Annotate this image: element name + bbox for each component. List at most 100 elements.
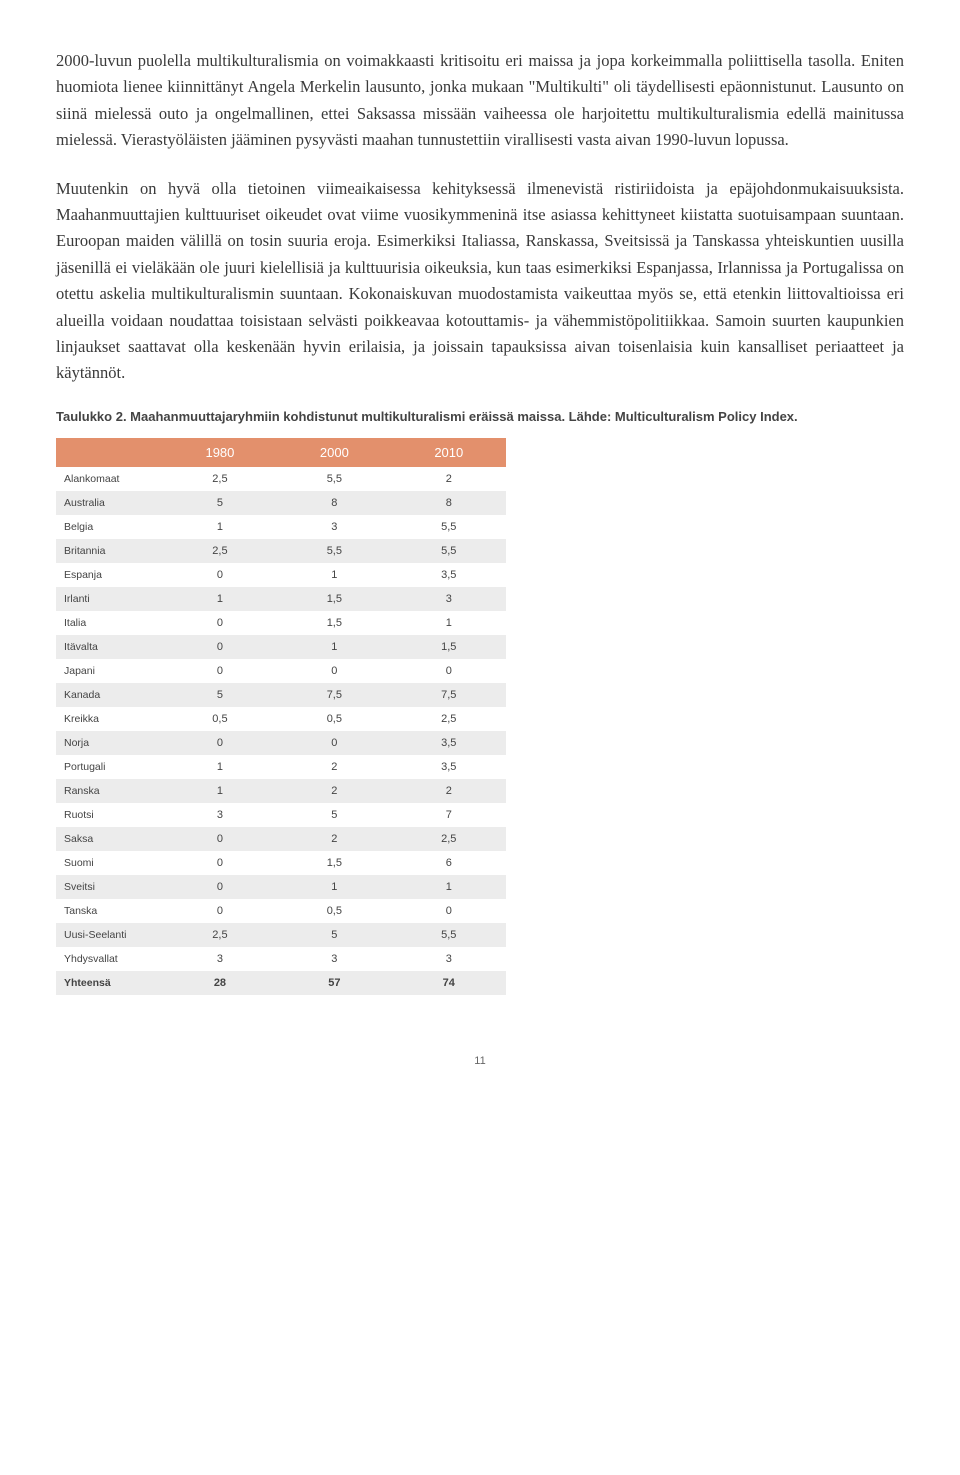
value-cell: 0,5: [277, 707, 391, 731]
total-value-cell: 74: [392, 971, 506, 995]
value-cell: 0: [163, 899, 277, 923]
country-cell: Italia: [56, 611, 163, 635]
table-caption: Taulukko 2. Maahanmuuttajaryhmiin kohdis…: [56, 409, 904, 424]
table-row: Britannia2,55,55,5: [56, 539, 506, 563]
table-header-2010: 2010: [392, 438, 506, 467]
value-cell: 1: [163, 515, 277, 539]
country-cell: Uusi-Seelanti: [56, 923, 163, 947]
value-cell: 1,5: [277, 587, 391, 611]
value-cell: 0: [163, 659, 277, 683]
table-row: Australia588: [56, 491, 506, 515]
country-cell: Ruotsi: [56, 803, 163, 827]
table-row: Kreikka0,50,52,5: [56, 707, 506, 731]
value-cell: 1,5: [277, 611, 391, 635]
value-cell: 1: [277, 635, 391, 659]
value-cell: 0: [277, 731, 391, 755]
page-number: 11: [56, 1055, 904, 1067]
value-cell: 1: [392, 611, 506, 635]
country-cell: Irlanti: [56, 587, 163, 611]
value-cell: 3: [392, 587, 506, 611]
value-cell: 1: [392, 875, 506, 899]
value-cell: 5,5: [277, 467, 391, 491]
value-cell: 5: [163, 683, 277, 707]
value-cell: 0: [163, 827, 277, 851]
value-cell: 3: [277, 947, 391, 971]
value-cell: 0,5: [277, 899, 391, 923]
table-row: Ruotsi357: [56, 803, 506, 827]
value-cell: 2,5: [163, 539, 277, 563]
value-cell: 3,5: [392, 755, 506, 779]
total-value-cell: 28: [163, 971, 277, 995]
value-cell: 3,5: [392, 731, 506, 755]
value-cell: 5: [277, 923, 391, 947]
country-cell: Ranska: [56, 779, 163, 803]
table-row: Alankomaat2,55,52: [56, 467, 506, 491]
value-cell: 5,5: [392, 923, 506, 947]
value-cell: 2: [277, 779, 391, 803]
value-cell: 5: [163, 491, 277, 515]
country-cell: Itävalta: [56, 635, 163, 659]
table-row: Sveitsi011: [56, 875, 506, 899]
table-row: Espanja013,5: [56, 563, 506, 587]
table-header-row: 1980 2000 2010: [56, 438, 506, 467]
table-row: Belgia135,5: [56, 515, 506, 539]
value-cell: 7: [392, 803, 506, 827]
value-cell: 0: [392, 899, 506, 923]
table-row: Itävalta011,5: [56, 635, 506, 659]
table-row: Tanska00,50: [56, 899, 506, 923]
country-cell: Alankomaat: [56, 467, 163, 491]
value-cell: 5,5: [277, 539, 391, 563]
body-paragraph-1: 2000-luvun puolella multikulturalismia o…: [56, 48, 904, 154]
value-cell: 8: [277, 491, 391, 515]
value-cell: 3,5: [392, 563, 506, 587]
value-cell: 0,5: [163, 707, 277, 731]
country-cell: Australia: [56, 491, 163, 515]
multiculturalism-table: 1980 2000 2010 Alankomaat2,55,52Australi…: [56, 438, 506, 995]
value-cell: 2: [277, 827, 391, 851]
value-cell: 2,5: [163, 467, 277, 491]
value-cell: 1: [277, 875, 391, 899]
total-label-cell: Yhteensä: [56, 971, 163, 995]
value-cell: 0: [163, 563, 277, 587]
table-row: Japani000: [56, 659, 506, 683]
value-cell: 1,5: [392, 635, 506, 659]
table-row: Yhdysvallat333: [56, 947, 506, 971]
country-cell: Sveitsi: [56, 875, 163, 899]
value-cell: 5: [277, 803, 391, 827]
country-cell: Suomi: [56, 851, 163, 875]
value-cell: 1: [163, 755, 277, 779]
value-cell: 2: [392, 467, 506, 491]
value-cell: 5,5: [392, 515, 506, 539]
country-cell: Tanska: [56, 899, 163, 923]
table-header-empty: [56, 438, 163, 467]
table-header-2000: 2000: [277, 438, 391, 467]
value-cell: 8: [392, 491, 506, 515]
table-row: Uusi-Seelanti2,555,5: [56, 923, 506, 947]
country-cell: Portugali: [56, 755, 163, 779]
value-cell: 3: [392, 947, 506, 971]
table-row: Italia01,51: [56, 611, 506, 635]
table-row: Norja003,5: [56, 731, 506, 755]
value-cell: 1: [163, 587, 277, 611]
table-row: Suomi01,56: [56, 851, 506, 875]
country-cell: Saksa: [56, 827, 163, 851]
value-cell: 2,5: [392, 827, 506, 851]
table-row: Portugali123,5: [56, 755, 506, 779]
country-cell: Japani: [56, 659, 163, 683]
value-cell: 2: [277, 755, 391, 779]
value-cell: 2: [392, 779, 506, 803]
value-cell: 7,5: [392, 683, 506, 707]
country-cell: Britannia: [56, 539, 163, 563]
country-cell: Espanja: [56, 563, 163, 587]
value-cell: 0: [163, 851, 277, 875]
value-cell: 3: [163, 803, 277, 827]
value-cell: 0: [163, 731, 277, 755]
country-cell: Yhdysvallat: [56, 947, 163, 971]
country-cell: Kanada: [56, 683, 163, 707]
value-cell: 3: [163, 947, 277, 971]
country-cell: Belgia: [56, 515, 163, 539]
value-cell: 5,5: [392, 539, 506, 563]
table-row: Kanada57,57,5: [56, 683, 506, 707]
value-cell: 1,5: [277, 851, 391, 875]
value-cell: 0: [392, 659, 506, 683]
